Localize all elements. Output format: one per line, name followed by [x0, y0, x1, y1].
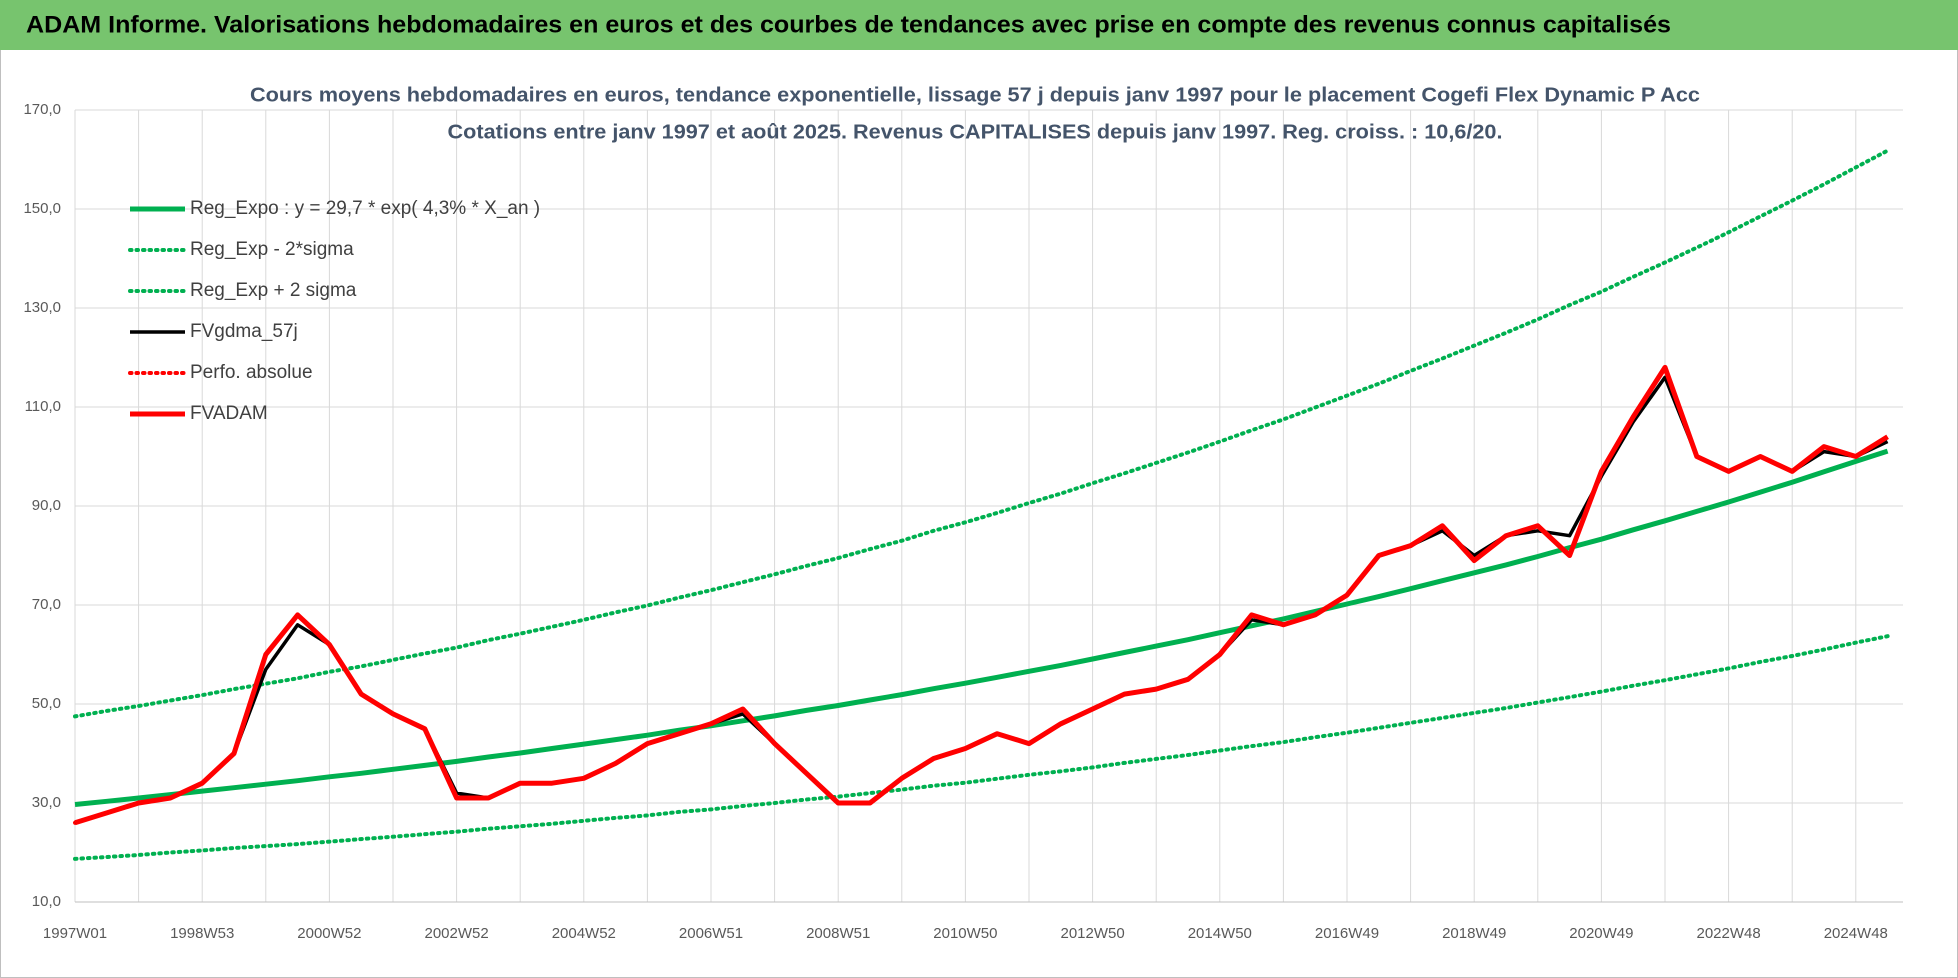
x-tick-label: 2014W50: [1188, 925, 1252, 942]
y-tick-label: 130,0: [23, 299, 61, 316]
legend-label: Reg_Exp - 2*sigma: [190, 239, 354, 260]
x-tick-label: 2020W49: [1569, 925, 1633, 942]
legend-label: FVgdma_57j: [190, 321, 298, 342]
title-bar: [0, 0, 1958, 50]
series-line: [74, 448, 1889, 807]
legend-label: FVADAM: [190, 403, 268, 424]
y-tick-label: 50,0: [32, 695, 61, 712]
y-tick-label: 170,0: [23, 101, 61, 118]
y-tick-label: 110,0: [25, 398, 61, 415]
x-tick-label: 2000W52: [297, 925, 361, 942]
series-line: [74, 364, 1889, 826]
x-tick-label: 1997W01: [43, 925, 107, 942]
x-tick-label: 2012W50: [1060, 925, 1124, 942]
x-tick-label: 1998W53: [170, 925, 234, 942]
y-tick-label: 10,0: [32, 893, 61, 910]
x-tick-label: 2006W51: [679, 925, 743, 942]
legend-label: Reg_Exp + 2 sigma: [190, 280, 357, 301]
x-tick-label: 2016W49: [1315, 925, 1379, 942]
y-tick-label: 90,0: [32, 497, 61, 514]
legend: Reg_Expo : y = 29,7 * exp( 4,3% * X_an )…: [128, 198, 540, 424]
x-tick-label: 2002W52: [424, 925, 488, 942]
page-title: ADAM Informe. Valorisations hebdomadaire…: [26, 11, 1671, 38]
plot: 10,0 30,0 50,0 70,0 90,0 110,0 130,0 150,0 170,0…: [23, 101, 1903, 942]
chart-title: Cours moyens hebdomadaires en euros, ten…: [250, 84, 1700, 106]
legend-label: Reg_Expo : y = 29,7 * exp( 4,3% * X_an ): [190, 198, 540, 219]
x-tick-label: 2024W48: [1824, 925, 1888, 942]
title-backdrop: [245, 80, 1705, 150]
x-tick-label: 2004W52: [552, 925, 616, 942]
x-tick-label: 2018W49: [1442, 925, 1506, 942]
y-tick-label: 150,0: [23, 200, 61, 217]
series-line: [73, 148, 1890, 719]
chart-subtitle: Cotations entre janv 1997 et août 2025. …: [448, 121, 1503, 143]
legend-label: Perfo. absolue: [190, 362, 313, 383]
y-tick-label: 70,0: [32, 596, 61, 613]
x-tick-label: 2022W48: [1696, 925, 1760, 942]
x-tick-label: 2010W50: [933, 925, 997, 942]
x-tick-label: 2008W51: [806, 925, 870, 942]
y-tick-label: 30,0: [32, 794, 61, 811]
series-line: [73, 634, 1890, 861]
